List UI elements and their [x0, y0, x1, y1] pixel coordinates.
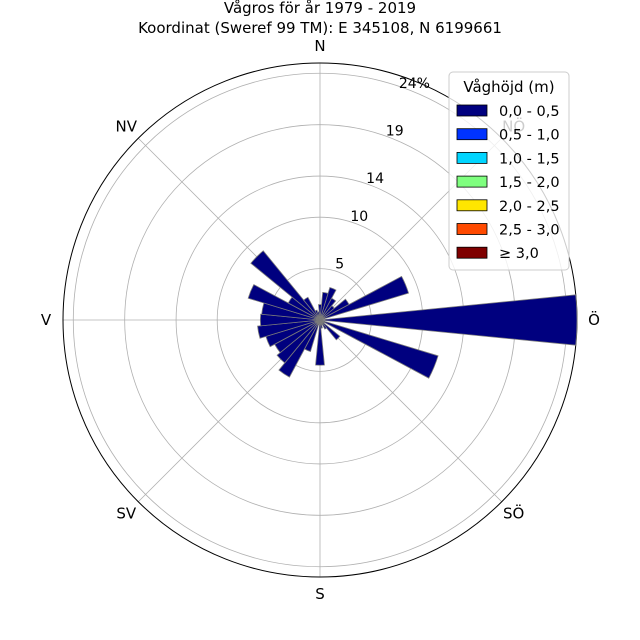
chart-subtitle: Koordinat (Sweref 99 TM): E 345108, N 61…	[138, 19, 502, 37]
rose-bar	[303, 296, 321, 321]
legend-swatch	[456, 199, 488, 212]
legend-label: ≥ 3,0	[499, 246, 539, 262]
rose-bar	[319, 297, 337, 321]
rose-bar	[278, 319, 321, 378]
radial-tick-label: 14	[366, 171, 384, 187]
rose-bar	[319, 294, 578, 346]
legend-frame	[448, 71, 570, 271]
radial-tick-label: 19	[386, 124, 404, 140]
rose-bar	[250, 250, 321, 321]
direction-label: Ö	[588, 310, 600, 329]
rose-bar	[319, 319, 439, 379]
direction-label: N	[314, 37, 325, 55]
rose-bar	[317, 311, 321, 321]
legend-label: 2,0 - 2,5	[499, 199, 560, 215]
rose-bar	[319, 319, 341, 341]
direction-label: S	[315, 585, 325, 603]
rose-bar	[257, 319, 321, 339]
radial-tick-labels: 5 10 14 19 24%	[335, 76, 430, 272]
legend-swatch	[456, 246, 488, 259]
radial-tick-label: 10	[350, 209, 368, 225]
direction-label: NV	[116, 117, 138, 135]
legend-label: 0,5 - 1,0	[499, 128, 560, 144]
direction-label: SÖ	[503, 504, 524, 523]
rose-bar	[314, 309, 321, 321]
legend-swatch	[456, 104, 488, 117]
legend-title: Våghöjd (m)	[463, 78, 554, 96]
rose-bar	[315, 319, 325, 366]
legend-swatch	[456, 128, 488, 141]
legend-label: 1,0 - 1,5	[499, 151, 560, 167]
direction-label: V	[41, 311, 52, 329]
legend-swatch	[456, 175, 488, 188]
direction-labels: NNÖÖSÖSSVVNV	[41, 37, 600, 603]
rose-bar	[247, 284, 321, 321]
rose-bar	[259, 313, 321, 327]
rose-bar	[276, 319, 321, 364]
legend-label: 2,5 - 3,0	[499, 223, 560, 239]
radial-tick-label: 24%	[399, 76, 430, 92]
legend-label: 1,5 - 2,0	[499, 175, 560, 191]
legend-label: 0,0 - 0,5	[499, 104, 560, 120]
rose-bar	[319, 275, 410, 321]
chart-title: Vågros för år 1979 - 2019	[224, 0, 416, 17]
legend: Våghöjd (m) 0,0 - 0,5 0,5 - 1,0 1,0 - 1,5 1,…	[448, 71, 570, 271]
direction-label: SV	[116, 505, 137, 523]
legend-swatch	[456, 151, 488, 164]
grid-spoke-4	[319, 319, 503, 503]
radial-tick-label: 5	[335, 257, 344, 273]
legend-swatch	[456, 223, 488, 235]
rose-bars	[247, 250, 578, 379]
